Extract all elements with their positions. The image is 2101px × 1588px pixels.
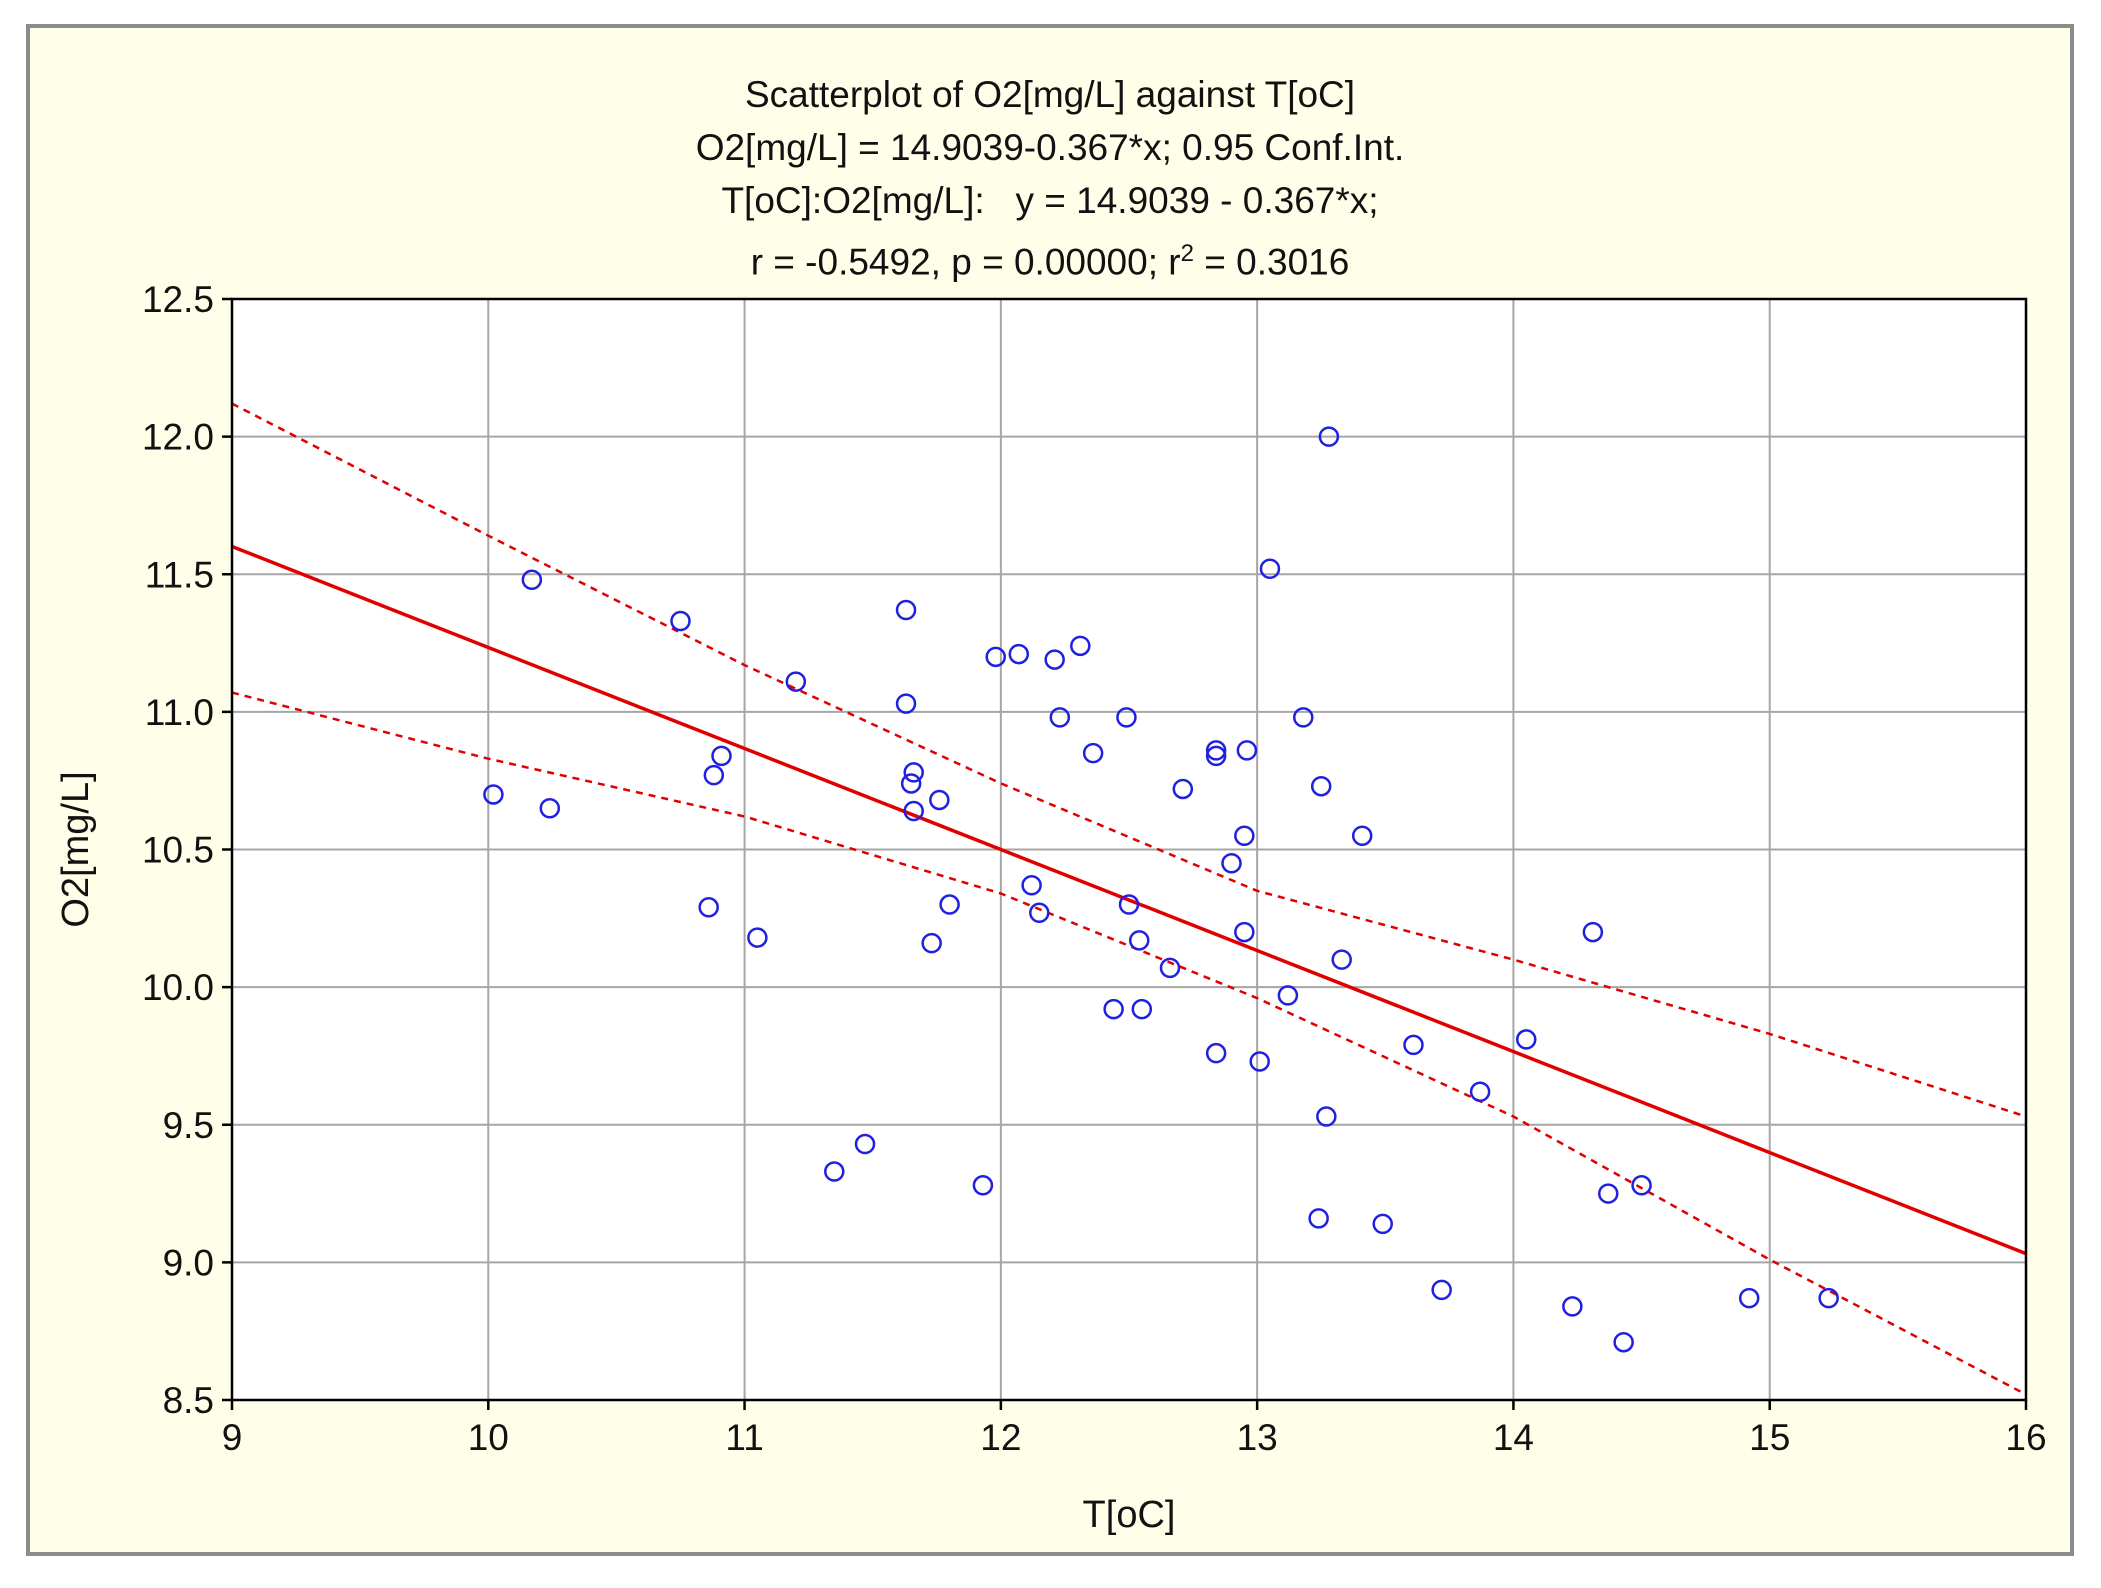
data-point (1008, 643, 1030, 665)
data-point (972, 1175, 994, 1196)
data-point (903, 762, 924, 783)
regression-line-group (231, 544, 2027, 1256)
data-point (1259, 558, 1281, 579)
data-point (929, 789, 950, 811)
data-point (1818, 1287, 1839, 1309)
chart-stats-line: r = -0.5492, p = 0.00000; r2 = 0.3016 (30, 227, 2070, 288)
data-point (1249, 1051, 1270, 1072)
grid-lines (232, 299, 2026, 1400)
data-point (1234, 825, 1255, 846)
x-tick-label: 10 (468, 1417, 509, 1458)
data-point (985, 646, 1006, 668)
data-point (1205, 1042, 1227, 1064)
data-point (1070, 635, 1091, 657)
y-tick-label: 11.5 (145, 554, 214, 595)
data-point (895, 693, 917, 714)
data-point (1613, 1331, 1634, 1353)
chart-title: Scatterplot of O2[mg/L] against T[oC] (744, 74, 1356, 115)
y-tick-label: 10.0 (142, 967, 214, 1008)
data-point (1598, 1183, 1619, 1204)
x-axis-title: T[oC] (1083, 1494, 1176, 1536)
data-point (1082, 742, 1104, 764)
data-point (747, 927, 768, 948)
chart-title-block: Scatterplot of O2[mg/L] against T[oC] O2… (30, 68, 2070, 288)
data-point (1310, 775, 1332, 797)
data-point (1049, 707, 1071, 728)
x-tick-label: 12 (980, 1417, 1021, 1458)
data-point (1562, 1296, 1583, 1317)
stats-prefix: r = -0.5492, p = 0.00000; r (750, 241, 1181, 283)
data-point (1159, 957, 1181, 979)
regression-line (231, 544, 2027, 1256)
data-point (1372, 1213, 1393, 1235)
data-point (698, 897, 719, 918)
x-tick-label: 9 (222, 1417, 243, 1458)
data-point (1221, 853, 1242, 874)
y-tick-label: 8.5 (163, 1380, 214, 1421)
axis-ticks: 9 10 11 12 13 14 15 16 8.5 9.0 9.5 10.0 10.5 11.0 11.5… (142, 279, 2047, 1458)
data-point (1331, 949, 1352, 970)
data-point (1205, 745, 1227, 767)
data-point (785, 671, 807, 692)
data-point (1316, 1106, 1337, 1127)
data-point (921, 932, 942, 954)
data-point (1308, 1208, 1329, 1229)
stats-suffix: = 0.3016 (1193, 241, 1350, 283)
data-point (824, 1161, 845, 1182)
x-tick-label: 15 (1749, 1417, 1790, 1458)
data-point (903, 800, 924, 822)
data-point (483, 784, 504, 805)
data-point (1129, 930, 1150, 951)
data-point (1029, 902, 1050, 924)
stats-superscript: 2 (1180, 240, 1194, 267)
data-point (1469, 1081, 1491, 1102)
data-point (895, 599, 917, 621)
data-point (1234, 921, 1255, 943)
data-point (1351, 825, 1373, 846)
data-point (711, 745, 732, 767)
x-tick-label: 14 (1493, 1417, 1534, 1458)
data-point (1403, 1034, 1424, 1056)
data-point (1044, 649, 1065, 670)
data-point (539, 797, 561, 819)
x-tick-label: 11 (725, 1417, 763, 1458)
data-points (483, 426, 1839, 1353)
data-point (1582, 921, 1604, 943)
data-point (1021, 875, 1042, 896)
data-point (1131, 998, 1153, 1020)
y-axis-title: O2[mg/L] (55, 771, 97, 927)
data-point (1631, 1175, 1652, 1196)
x-tick-label: 16 (2005, 1417, 2046, 1458)
y-tick-label: 12.5 (142, 279, 214, 320)
x-tick-label: 13 (1237, 1417, 1278, 1458)
data-point (1515, 1029, 1537, 1050)
chart-subtitle-equation: O2[mg/L] = 14.9039-0.367*x; 0.95 Conf.In… (695, 127, 1405, 168)
data-point (670, 610, 691, 632)
y-tick-label: 11.0 (145, 692, 214, 733)
data-point (1738, 1287, 1760, 1309)
chart-subtitle-fit: T[oC]:O2[mg/L]: y = 14.9039 - 0.367*x; (721, 180, 1379, 221)
data-point (1277, 985, 1299, 1006)
data-point (1172, 778, 1194, 800)
data-point (1236, 740, 1258, 761)
y-tick-label: 12.0 (142, 417, 214, 458)
y-tick-label: 9.0 (163, 1242, 214, 1283)
data-point (1103, 998, 1124, 1020)
data-point (1431, 1279, 1452, 1301)
data-point (1205, 740, 1227, 761)
data-point (703, 764, 725, 786)
data-point (1118, 894, 1140, 915)
data-point (1293, 707, 1314, 728)
data-point (939, 894, 960, 915)
data-point (900, 773, 922, 794)
data-point (854, 1133, 876, 1155)
data-point (521, 569, 543, 591)
data-point (1116, 707, 1137, 728)
data-point (1318, 426, 1340, 447)
y-tick-label: 9.5 (163, 1105, 214, 1146)
y-tick-label: 10.5 (142, 830, 214, 871)
